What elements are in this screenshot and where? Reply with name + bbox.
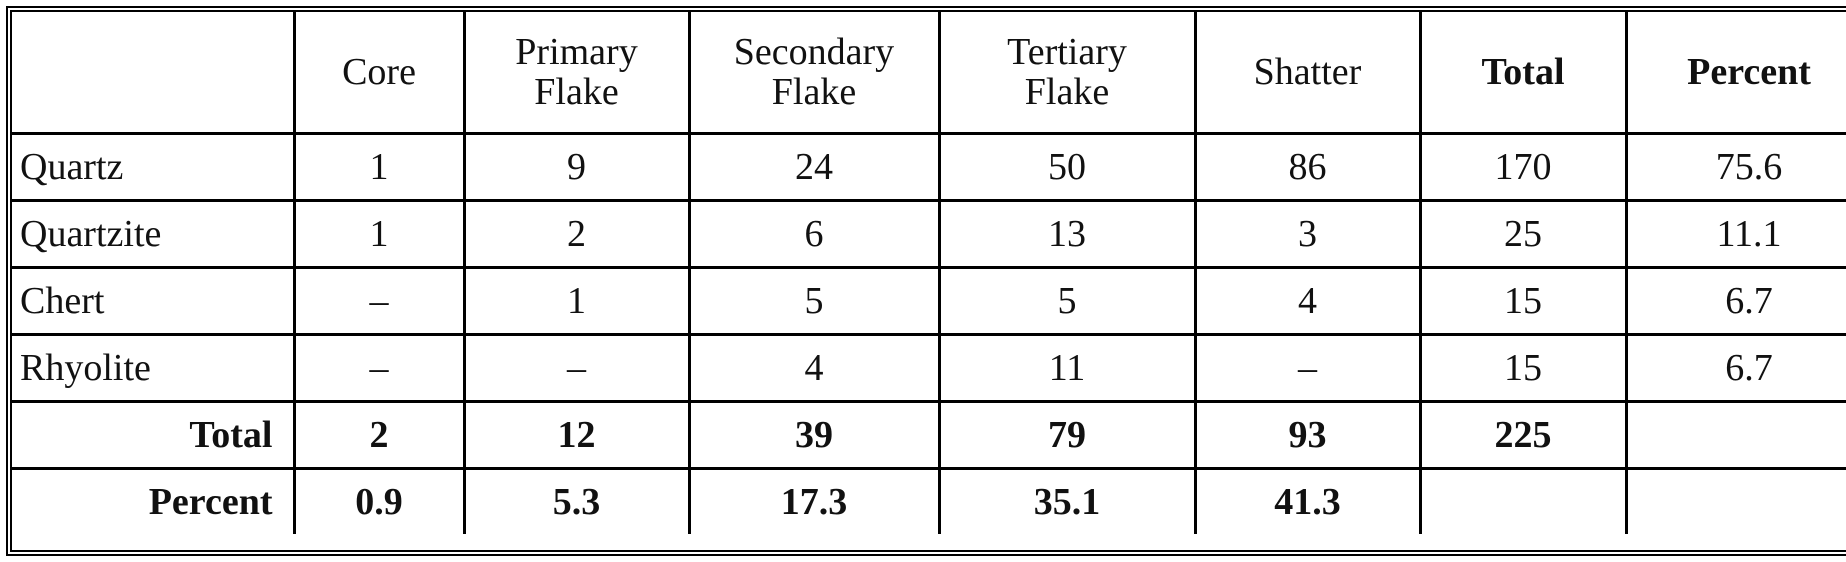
body-row: Rhyolite – –4 11–15 6.7 xyxy=(12,333,1846,403)
header-text: Total xyxy=(1481,51,1565,93)
cell xyxy=(1624,467,1846,534)
cell: 3 xyxy=(1193,199,1422,269)
cell: 9 xyxy=(462,132,691,202)
body-row: Quartz 1 9 24 50 86 170 75.6 xyxy=(12,132,1846,202)
header-cell xyxy=(12,12,296,135)
header-text: Secondary Flake xyxy=(733,31,895,113)
cell: 17.3 xyxy=(687,467,941,534)
cell: 1 xyxy=(462,266,691,336)
cell: – xyxy=(292,333,466,403)
row-label: Total xyxy=(12,400,296,470)
row-label: Quartz xyxy=(12,132,296,202)
cell: 15 xyxy=(1418,333,1628,403)
cell: 6.7 xyxy=(1624,266,1846,336)
header-cell: Percent xyxy=(1624,12,1846,135)
cell: – xyxy=(292,266,466,336)
cell: 5 xyxy=(687,266,941,336)
cell: 50 xyxy=(937,132,1197,202)
header-cell: Total xyxy=(1418,12,1628,135)
cell: 5 xyxy=(937,266,1197,336)
cell: 15 xyxy=(1418,266,1628,336)
cell: – xyxy=(462,333,691,403)
row-label: Rhyolite xyxy=(12,333,296,403)
cell: 2 xyxy=(292,400,466,470)
cell: 79 xyxy=(937,400,1197,470)
cell: 75.6 xyxy=(1624,132,1846,202)
header-text: Core xyxy=(342,51,416,93)
cell: 24 xyxy=(687,132,941,202)
cell: 6.7 xyxy=(1624,333,1846,403)
cell: 1 xyxy=(292,199,466,269)
row-label: Percent xyxy=(12,467,296,534)
cell: 39 xyxy=(687,400,941,470)
cell: 1 xyxy=(292,132,466,202)
cell: 170 xyxy=(1418,132,1628,202)
body-row: Quartzite 1 2 6 13 3 25 11.1 xyxy=(12,199,1846,269)
cell: 4 xyxy=(1193,266,1422,336)
cell: 0.9 xyxy=(292,467,466,534)
table-frame: Core Primary Flake Secondary Flake Tertiary… xyxy=(6,6,1846,556)
cell: 13 xyxy=(937,199,1197,269)
row-label: Chert xyxy=(12,266,296,336)
data-table: Core Primary Flake Secondary Flake Tertiary… xyxy=(12,12,1846,534)
cell xyxy=(1418,467,1628,534)
header-cell: Shatter xyxy=(1193,12,1422,135)
cell: 11 xyxy=(937,333,1197,403)
cell: 5.3 xyxy=(462,467,691,534)
cell: 86 xyxy=(1193,132,1422,202)
header-text: Shatter xyxy=(1253,51,1362,93)
cell: 93 xyxy=(1193,400,1422,470)
header-cell: Core xyxy=(292,12,466,135)
body-row: Chert –1 5 5 4 15 6.7 xyxy=(12,266,1846,336)
cell: 225 xyxy=(1418,400,1628,470)
header-row: Core Primary Flake Secondary Flake Tertiary… xyxy=(12,12,1846,135)
header-cell: Primary Flake xyxy=(462,12,691,135)
cell: 12 xyxy=(462,400,691,470)
cell xyxy=(1624,400,1846,470)
header-cell: Tertiary Flake xyxy=(937,12,1197,135)
cell: 35.1 xyxy=(937,467,1197,534)
cell: – xyxy=(1193,333,1422,403)
cell: 4 xyxy=(687,333,941,403)
cell: 6 xyxy=(687,199,941,269)
cell: 41.3 xyxy=(1193,467,1422,534)
cell: 2 xyxy=(462,199,691,269)
row-label: Quartzite xyxy=(12,199,296,269)
header-cell: Secondary Flake xyxy=(687,12,941,135)
header-text: Percent xyxy=(1687,51,1811,93)
cell: 11.1 xyxy=(1624,199,1846,269)
header-text: Tertiary Flake xyxy=(1007,31,1127,113)
body-row: Total 2 12 39 79 93 225 xyxy=(12,400,1846,470)
body-row: Percent 0.9 5.3 17.3 35.1 41.3 xyxy=(12,467,1846,534)
header-text: Primary Flake xyxy=(515,31,638,113)
cell: 25 xyxy=(1418,199,1628,269)
